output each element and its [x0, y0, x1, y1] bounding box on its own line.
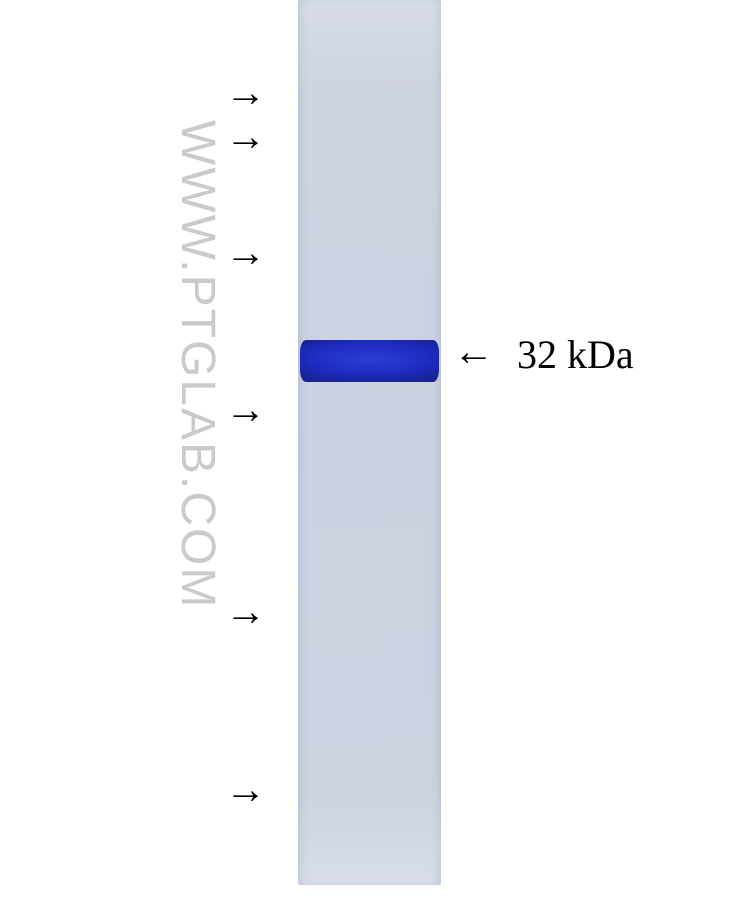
band-label-32kda: 32 kDa — [517, 331, 634, 378]
gel-lane — [298, 0, 441, 885]
arrow-right-icon: → — [225, 769, 266, 810]
arrow-right-icon: → — [225, 232, 266, 273]
arrow-right-icon: → — [225, 389, 266, 430]
arrow-right-icon: → — [225, 591, 266, 632]
arrow-left-icon: ← — [453, 331, 494, 372]
arrow-right-icon: → — [225, 116, 266, 157]
protein-band-32kda — [300, 340, 439, 382]
arrow-right-icon: → — [225, 72, 266, 113]
